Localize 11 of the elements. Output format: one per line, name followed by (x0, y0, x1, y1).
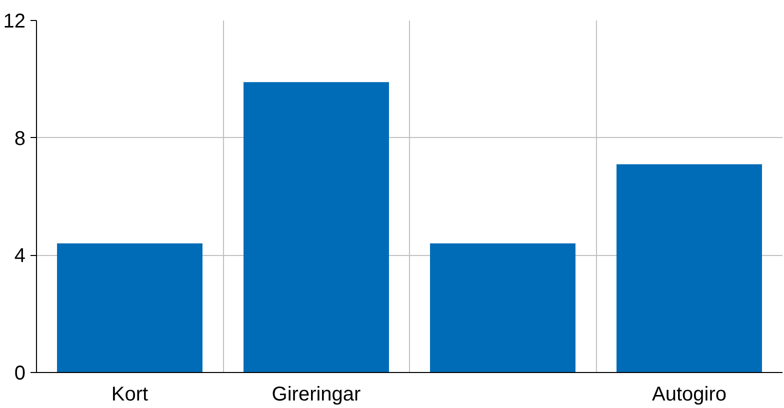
x-tick-label: Gireringar (272, 384, 362, 406)
bar (616, 164, 762, 372)
x-tick-label: Autogiro (652, 384, 727, 406)
y-tick-label: 0 (14, 362, 26, 384)
bar (430, 243, 576, 372)
x-tick-label: Kort (111, 384, 149, 406)
y-tick-label: 4 (14, 245, 26, 268)
y-tick-label: 8 (14, 128, 26, 150)
bar (57, 243, 202, 372)
y-tick-label: 12 (3, 10, 26, 32)
bar (244, 82, 389, 372)
